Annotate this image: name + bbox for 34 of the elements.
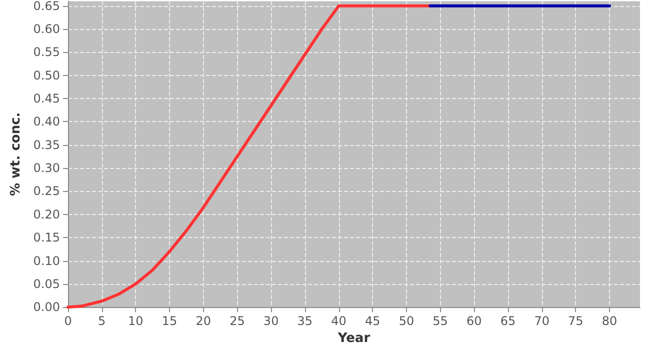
x-axis-title: Year <box>336 331 371 346</box>
x-tick-label: 5 <box>98 314 106 328</box>
x-tick-label: 15 <box>162 314 178 328</box>
x-tick-label: 50 <box>398 314 414 328</box>
line-series <box>66 4 432 309</box>
x-tick-label: 75 <box>568 314 584 328</box>
x-tick-label: 80 <box>602 314 618 328</box>
y-tick-label: 0.15 <box>33 230 60 245</box>
x-tick-label: 20 <box>196 314 212 328</box>
y-axis-title: % wt. conc. <box>8 112 24 196</box>
y-tick-label: 0.50 <box>33 68 60 82</box>
x-tick-label: 0 <box>64 314 72 328</box>
y-tick-label: 0.00 <box>33 300 60 314</box>
y-tick-label: 0.55 <box>33 45 60 60</box>
x-tick-label: 35 <box>297 314 313 328</box>
y-tick-label: 0.20 <box>33 207 60 222</box>
x-tick-label: 70 <box>534 314 550 328</box>
x-tick-label: 25 <box>230 314 245 328</box>
y-tick-label: 0.35 <box>33 138 60 152</box>
y-tick-label: 0.60 <box>33 22 60 36</box>
x-tick-label: 30 <box>263 314 279 328</box>
y-tick-label: 0.45 <box>33 92 60 106</box>
y-tick-label: 0.40 <box>33 114 60 129</box>
x-tick-label: 55 <box>432 314 448 328</box>
x-tick-label: 45 <box>364 314 380 328</box>
y-tick-label: 0.65 <box>33 0 60 13</box>
x-tick-label: 10 <box>128 314 144 328</box>
y-tick-label: 0.05 <box>33 276 60 291</box>
y-tick-label: 0.30 <box>33 161 60 176</box>
y-tick-label: 0.25 <box>33 184 60 198</box>
y-tick-label: 0.10 <box>33 254 60 268</box>
x-tick-label: 60 <box>466 314 482 328</box>
x-tick-label: 65 <box>500 314 516 328</box>
x-tick-label: 40 <box>331 314 346 328</box>
